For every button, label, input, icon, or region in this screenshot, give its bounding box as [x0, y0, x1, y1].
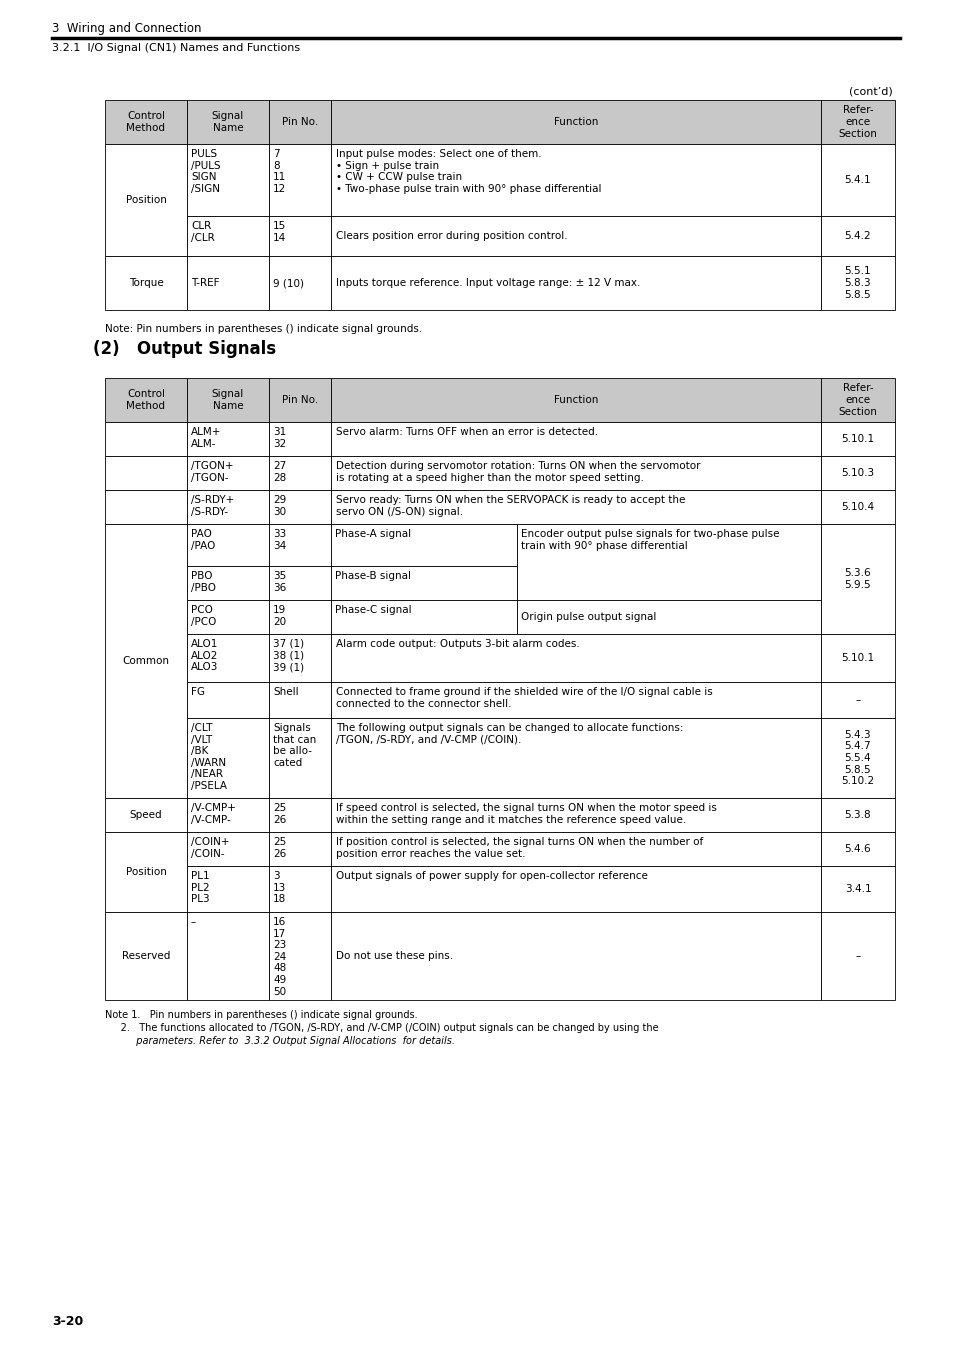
Bar: [331, 634, 821, 682]
Text: 7
8
11
12: 7 8 11 12: [273, 148, 286, 194]
Bar: [331, 524, 517, 566]
Text: 5.4.6: 5.4.6: [843, 844, 870, 855]
Text: 3  Wiring and Connection: 3 Wiring and Connection: [52, 22, 201, 35]
Text: /TGON+
/TGON-: /TGON+ /TGON-: [191, 460, 233, 482]
Text: ALM+
ALM-: ALM+ ALM-: [191, 427, 221, 448]
Bar: [187, 913, 269, 1000]
Text: Alarm code output: Outputs 3-bit alarm codes.: Alarm code output: Outputs 3-bit alarm c…: [335, 639, 579, 649]
Text: /COIN+
/COIN-: /COIN+ /COIN-: [191, 837, 230, 859]
Text: If position control is selected, the signal turns ON when the number of
position: If position control is selected, the sig…: [335, 837, 702, 859]
Bar: [269, 865, 331, 913]
Bar: [105, 456, 187, 490]
Text: Speed: Speed: [130, 810, 162, 819]
Bar: [269, 490, 331, 524]
Bar: [269, 100, 331, 144]
Text: 5.5.1
5.8.3
5.8.5: 5.5.1 5.8.3 5.8.5: [843, 266, 870, 300]
Text: 2.   The functions allocated to /TGON, /S-RDY, and /V-CMP (/COIN) output signals: 2. The functions allocated to /TGON, /S-…: [105, 1023, 658, 1033]
Text: Reserved: Reserved: [122, 950, 170, 961]
Bar: [331, 566, 517, 599]
Bar: [187, 144, 269, 216]
Text: 37 (1)
38 (1)
39 (1): 37 (1) 38 (1) 39 (1): [273, 639, 304, 672]
Text: Encoder output pulse signals for two-phase pulse
train with 90° phase differenti: Encoder output pulse signals for two-pha…: [520, 529, 779, 551]
Text: T-REF: T-REF: [191, 278, 219, 288]
Text: Function: Function: [554, 396, 598, 405]
Text: 3-20: 3-20: [52, 1315, 83, 1328]
Text: 3.4.1: 3.4.1: [843, 884, 870, 894]
Bar: [821, 456, 894, 490]
Text: Phase-B signal: Phase-B signal: [335, 571, 411, 580]
Bar: [331, 216, 821, 256]
Text: Connected to frame ground if the shielded wire of the I/O signal cable is
connec: Connected to frame ground if the shielde…: [335, 687, 712, 709]
Bar: [331, 832, 821, 865]
Bar: [269, 456, 331, 490]
Bar: [187, 599, 269, 634]
Bar: [187, 865, 269, 913]
Text: 5.10.1: 5.10.1: [841, 653, 874, 663]
Bar: [331, 490, 821, 524]
Text: Servo ready: Turns ON when the SERVOPACK is ready to accept the
servo ON (/S-ON): Servo ready: Turns ON when the SERVOPACK…: [335, 495, 684, 517]
Text: Signals
that can
be allo-
cated: Signals that can be allo- cated: [273, 724, 315, 768]
Bar: [187, 378, 269, 423]
Bar: [269, 634, 331, 682]
Text: 25
26: 25 26: [273, 803, 286, 825]
Bar: [821, 634, 894, 682]
Bar: [331, 718, 821, 798]
Text: Control
Method: Control Method: [127, 389, 165, 410]
Bar: [105, 378, 187, 423]
Text: 3.2.1  I/O Signal (CN1) Names and Functions: 3.2.1 I/O Signal (CN1) Names and Functio…: [52, 43, 300, 53]
Bar: [821, 216, 894, 256]
Text: /S-RDY+
/S-RDY-: /S-RDY+ /S-RDY-: [191, 495, 234, 517]
Text: 33
34: 33 34: [273, 529, 286, 551]
Bar: [821, 423, 894, 456]
Bar: [331, 456, 821, 490]
Bar: [269, 524, 331, 566]
Text: 35
36: 35 36: [273, 571, 286, 593]
Text: PCO
/PCO: PCO /PCO: [191, 605, 216, 626]
Bar: [269, 216, 331, 256]
Bar: [187, 566, 269, 599]
Bar: [105, 524, 187, 798]
Text: Note: Pin numbers in parentheses () indicate signal grounds.: Note: Pin numbers in parentheses () indi…: [105, 324, 422, 333]
Text: 27
28: 27 28: [273, 460, 286, 482]
Bar: [821, 798, 894, 832]
Bar: [269, 682, 331, 718]
Bar: [331, 682, 821, 718]
Bar: [821, 524, 894, 634]
Text: 15
14: 15 14: [273, 221, 286, 243]
Text: Common: Common: [122, 656, 170, 666]
Bar: [105, 798, 187, 832]
Bar: [331, 599, 517, 634]
Bar: [187, 216, 269, 256]
Bar: [187, 524, 269, 566]
Bar: [269, 913, 331, 1000]
Text: (2)   Output Signals: (2) Output Signals: [92, 340, 275, 358]
Bar: [331, 865, 821, 913]
Text: Position: Position: [126, 194, 166, 205]
Text: Pin No.: Pin No.: [281, 117, 317, 127]
Bar: [105, 490, 187, 524]
Bar: [821, 682, 894, 718]
Bar: [105, 423, 187, 456]
Bar: [821, 144, 894, 216]
Text: 5.4.1: 5.4.1: [843, 176, 870, 185]
Bar: [269, 144, 331, 216]
Bar: [331, 378, 821, 423]
Bar: [821, 832, 894, 865]
Bar: [331, 100, 821, 144]
Text: parameters. Refer to  3.3.2 Output Signal Allocations  for details.: parameters. Refer to 3.3.2 Output Signal…: [105, 1035, 455, 1046]
Bar: [269, 256, 331, 310]
Bar: [821, 256, 894, 310]
Text: Phase-C signal: Phase-C signal: [335, 605, 411, 616]
Bar: [105, 100, 187, 144]
Bar: [821, 378, 894, 423]
Bar: [187, 100, 269, 144]
Text: Refer-
ence
Section: Refer- ence Section: [838, 105, 877, 139]
Bar: [517, 524, 821, 599]
Text: Note 1.   Pin numbers in parentheses () indicate signal grounds.: Note 1. Pin numbers in parentheses () in…: [105, 1010, 417, 1021]
Text: 5.10.3: 5.10.3: [841, 468, 874, 478]
Text: PBO
/PBO: PBO /PBO: [191, 571, 215, 593]
Text: PL1
PL2
PL3: PL1 PL2 PL3: [191, 871, 210, 904]
Text: 19
20: 19 20: [273, 605, 286, 626]
Text: 5.4.2: 5.4.2: [843, 231, 870, 242]
Bar: [187, 718, 269, 798]
